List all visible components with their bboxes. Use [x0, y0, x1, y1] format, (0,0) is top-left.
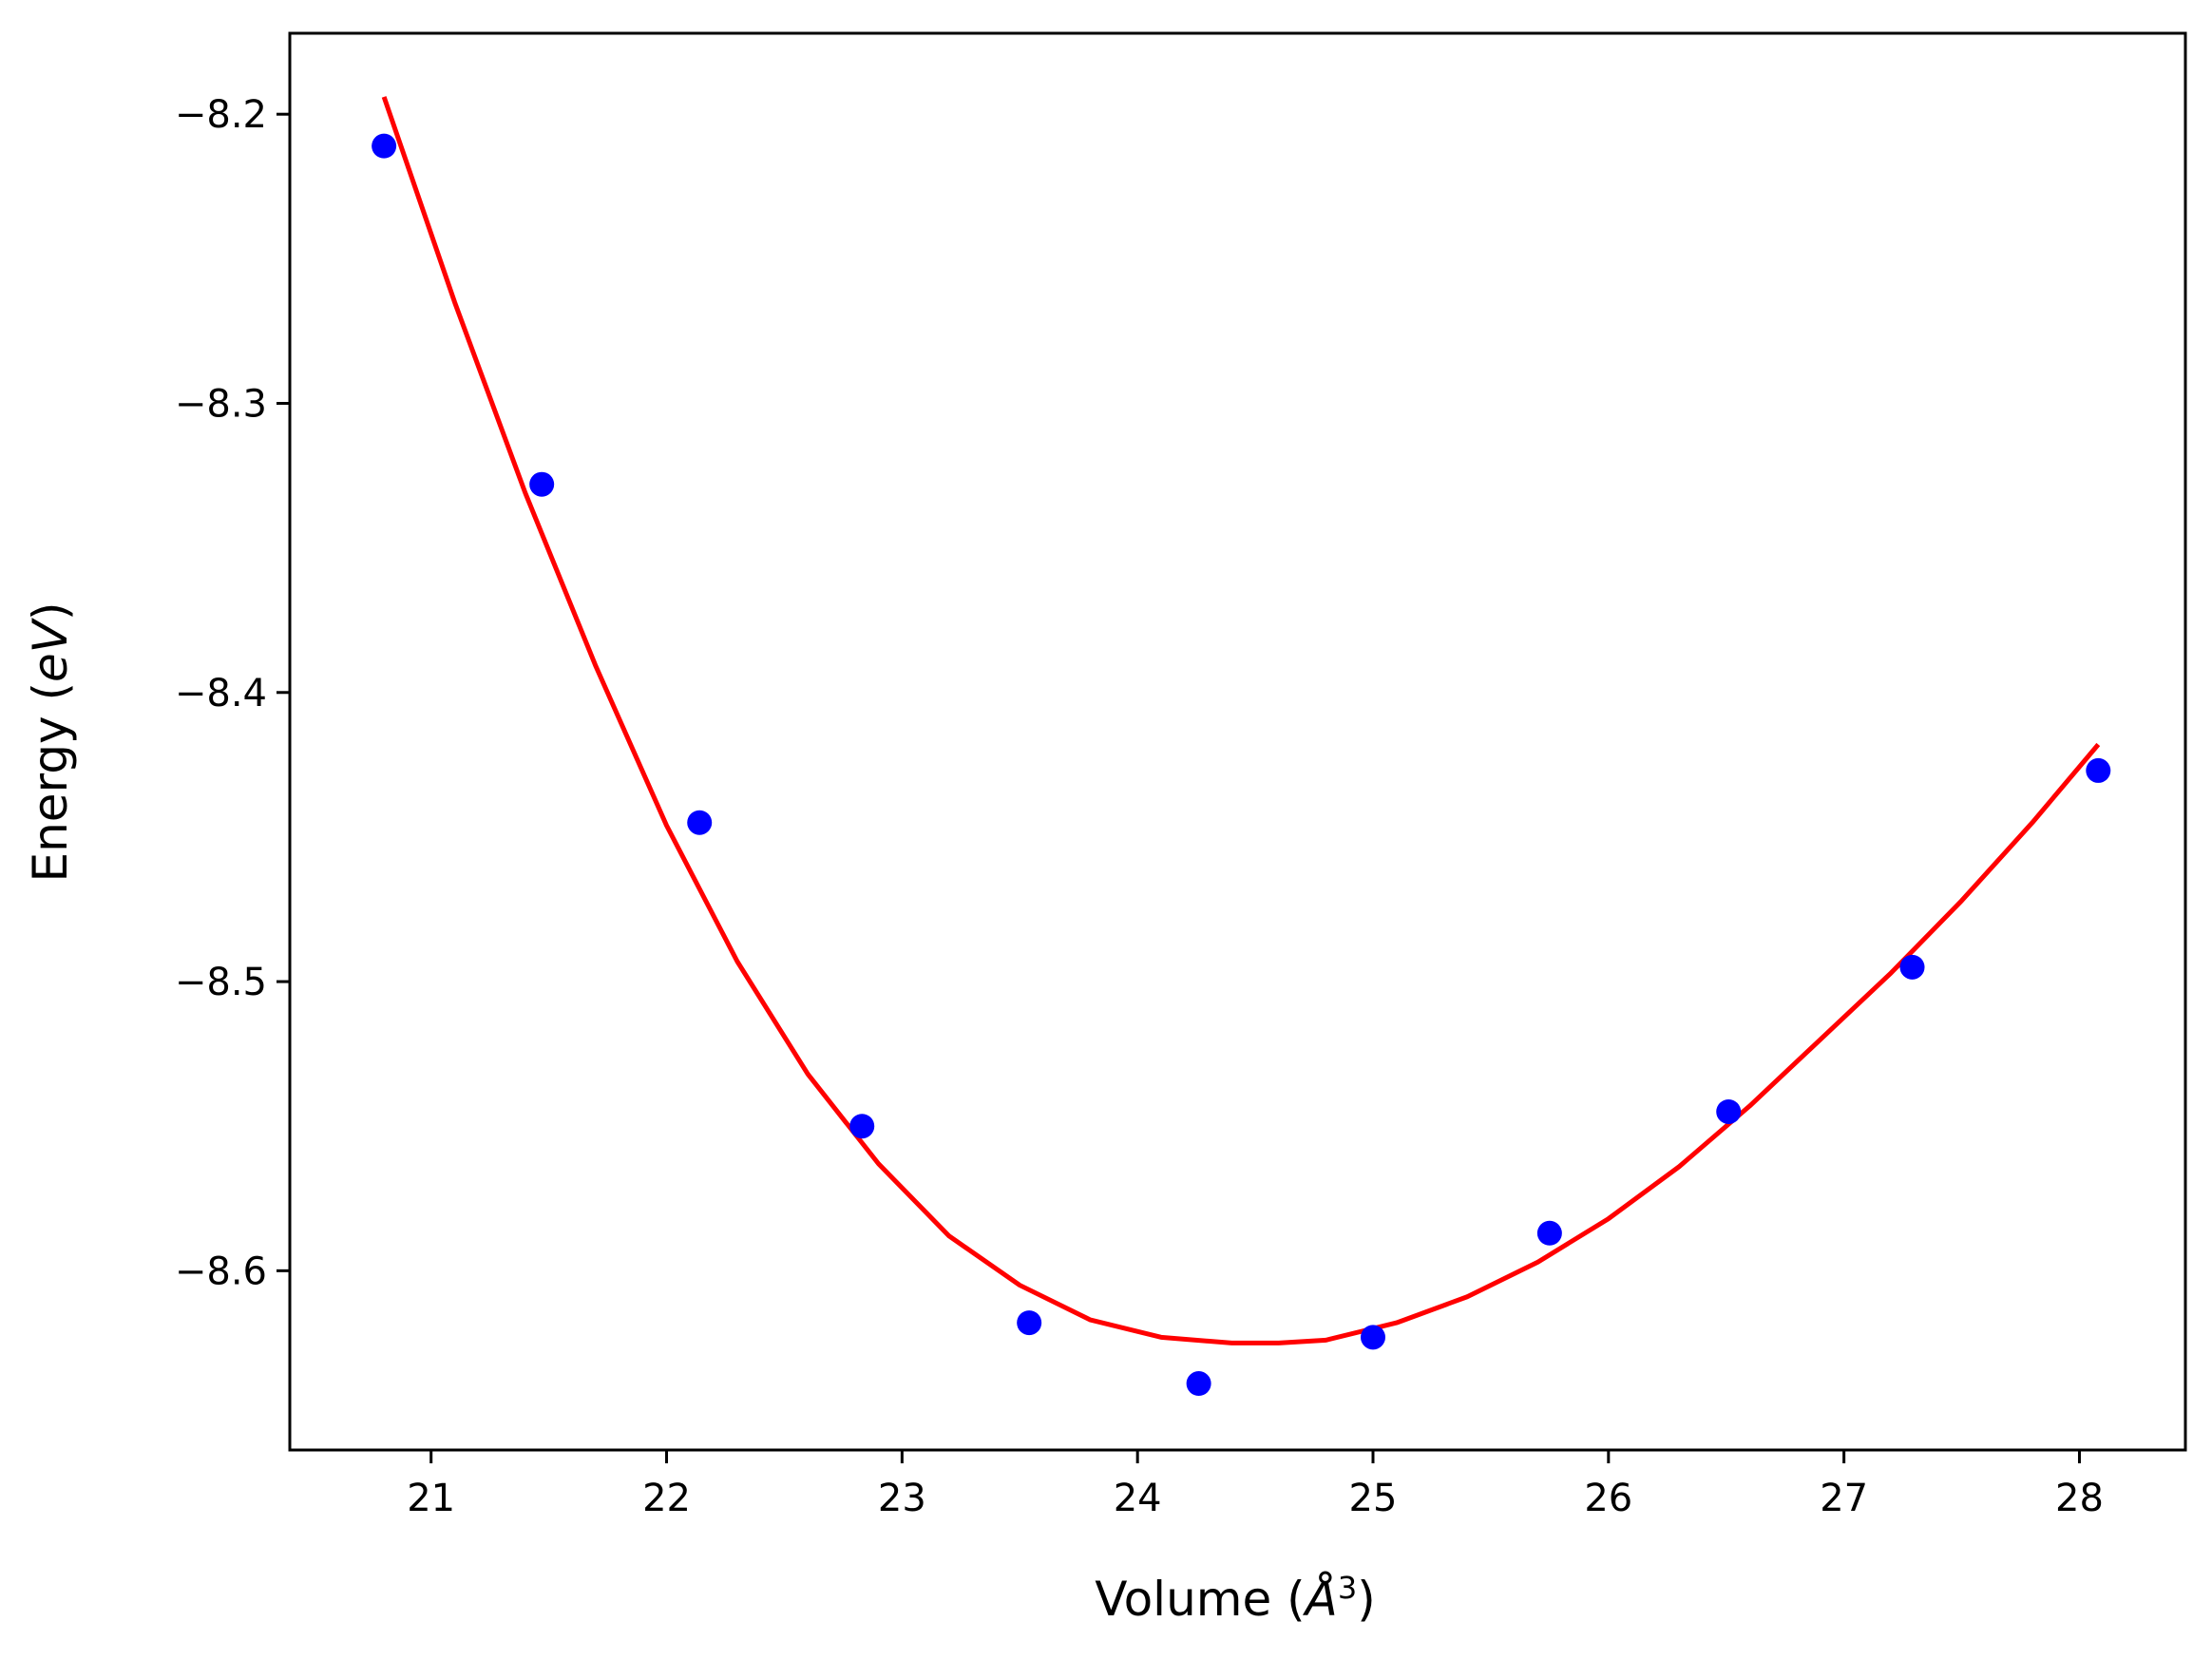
x-tick-label: 26 — [1584, 1477, 1632, 1520]
x-tick-label: 27 — [1820, 1477, 1868, 1520]
data-point — [1186, 1371, 1211, 1397]
data-point — [687, 810, 713, 835]
y-tick-label: −8.4 — [175, 672, 267, 716]
data-point — [849, 1114, 875, 1139]
plot-frame — [288, 31, 2187, 1452]
x-axis-label-suffix: ) — [1357, 1572, 1376, 1627]
y-tick-label: −8.5 — [175, 961, 267, 1004]
plot-layer — [372, 96, 2111, 1397]
x-tick-label: 24 — [1114, 1477, 1162, 1520]
y-axis-label-prefix: Energy ( — [23, 682, 78, 882]
axes-layer: 21 22 23 24 25 26 27 28 −8.2 −8.3 −8.4 −8.5 −8.6 — [175, 31, 2187, 1520]
data-point — [529, 471, 555, 497]
y-axis-label-symbol: eV — [23, 617, 78, 682]
data-point — [1716, 1098, 1742, 1124]
x-axis-label: Volume (Å3) — [1095, 1570, 1375, 1627]
y-axis-label-suffix: ) — [23, 602, 78, 621]
data-point — [372, 133, 397, 159]
x-tick-label: 22 — [642, 1477, 691, 1520]
data-point — [2086, 757, 2111, 783]
y-tick-label: −8.6 — [175, 1250, 267, 1293]
x-tick-label: 25 — [1349, 1477, 1398, 1520]
data-point — [1361, 1325, 1385, 1350]
y-axis-label: Energy (eV) — [23, 602, 78, 883]
fit-curve-line — [381, 96, 2101, 1345]
data-point — [1536, 1220, 1562, 1246]
data-point — [1899, 954, 1925, 980]
x-axis-label-superscript: 3 — [1338, 1570, 1357, 1606]
x-tick-label: 21 — [407, 1477, 455, 1520]
y-tick-label: −8.3 — [175, 382, 267, 426]
x-axis-label-symbol: Å — [1303, 1572, 1338, 1627]
labels-layer: Volume (Å3) Energy (eV) — [23, 602, 1376, 1627]
x-tick-label: 23 — [878, 1477, 926, 1520]
data-point — [1017, 1310, 1042, 1336]
x-axis-label-prefix: Volume ( — [1095, 1572, 1305, 1627]
y-tick-label: −8.2 — [175, 93, 267, 137]
x-tick-label: 28 — [2055, 1477, 2104, 1520]
